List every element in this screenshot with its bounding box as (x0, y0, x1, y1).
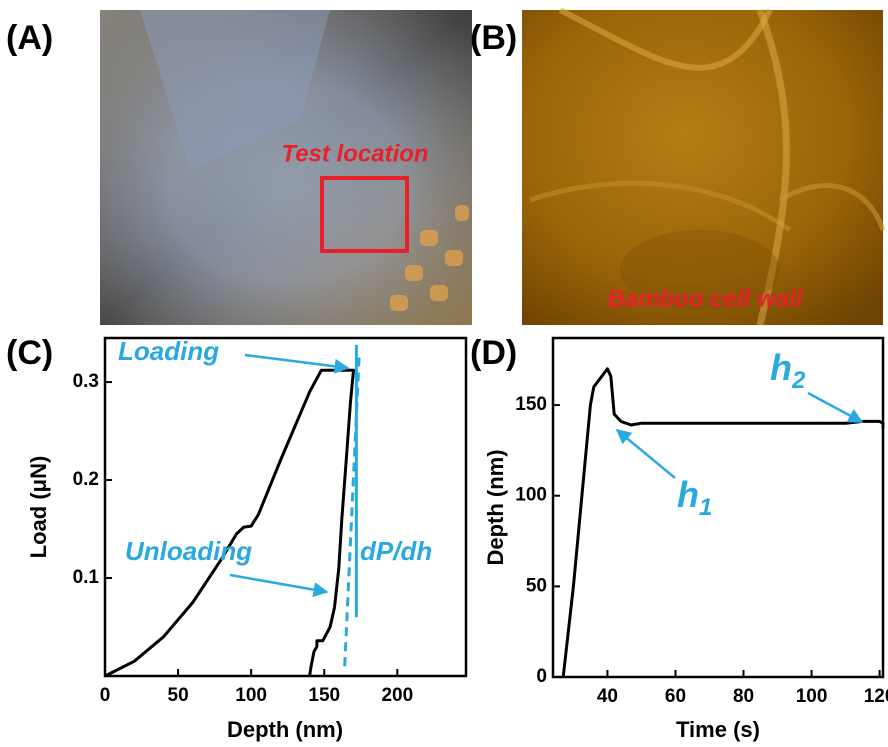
y-tick-label: 100 (515, 485, 547, 506)
panel-label: (B) (470, 19, 517, 57)
y-tick-label: 0.1 (73, 567, 100, 588)
y-tick-label: 50 (526, 575, 547, 596)
x-tick-label: 100 (796, 686, 828, 707)
x-tick-label: 40 (597, 686, 618, 707)
panel-label: (A) (6, 19, 53, 57)
data-line (561, 367, 885, 678)
y-tick-label: 0 (536, 666, 547, 687)
image-annotation: Bamboo cell wall (608, 285, 804, 312)
chart-annotation: h2 (770, 347, 806, 395)
x-tick-label: 120 (864, 686, 888, 707)
x-tick-label: 200 (381, 685, 413, 706)
x-tick-label: 100 (235, 685, 267, 706)
annotation-base: h (770, 347, 792, 388)
reference-line (343, 352, 361, 667)
image-annotation: Test location (281, 140, 428, 167)
panel-label: (D) (470, 334, 517, 372)
annotation-base: h (677, 474, 699, 515)
y-tick-label: 150 (515, 394, 547, 415)
x-tick-label: 80 (733, 686, 754, 707)
x-tick-label: 60 (665, 686, 686, 707)
panel-label: (C) (6, 334, 53, 372)
x-tick-label: 0 (100, 685, 111, 706)
chart-annotation: h1 (677, 474, 712, 522)
annotation-arrows (229, 353, 864, 598)
y-axis-title: Load (μN) (26, 456, 51, 559)
chart-annotation: dP/dh (360, 536, 432, 566)
x-tick-label: 50 (168, 685, 189, 706)
y-tick-label: 0.2 (73, 469, 99, 490)
micrograph-a (100, 10, 472, 325)
annotation-subscript: 1 (699, 494, 712, 521)
plot-frame (103, 336, 468, 678)
x-axis-title: Depth (nm) (227, 717, 343, 742)
y-tick-label: 0.3 (73, 371, 99, 392)
annotation-subscript: 2 (791, 367, 806, 394)
plot-frame (551, 336, 885, 679)
data-line (104, 368, 355, 678)
x-tick-label: 150 (308, 685, 340, 706)
y-axis-title: Depth (nm) (483, 449, 508, 565)
chart-annotation: Unloading (125, 536, 252, 566)
afm-image-b (522, 7, 886, 326)
chart-annotation: Loading (118, 336, 219, 366)
x-axis-title: Time (s) (676, 717, 760, 742)
